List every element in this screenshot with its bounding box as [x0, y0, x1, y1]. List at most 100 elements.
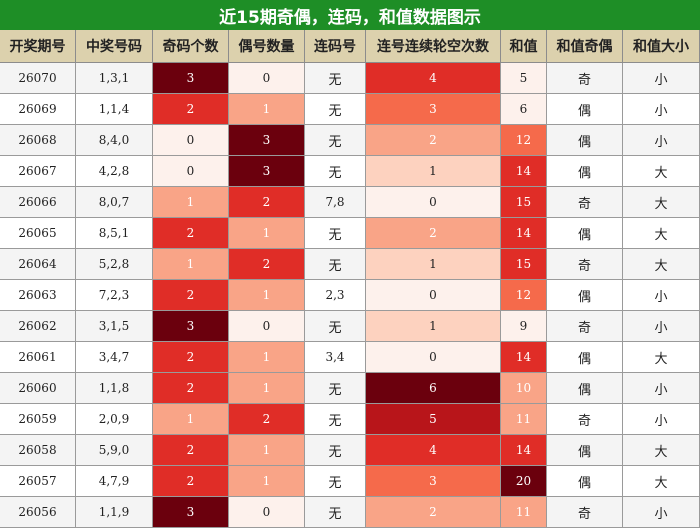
column-header-sum: 和值 — [501, 30, 547, 63]
cell-even-count: 1 — [229, 342, 305, 373]
cell-gap-count: 1 — [366, 156, 501, 187]
cell-even-count: 2 — [229, 187, 305, 218]
cell-numbers: 5,2,8 — [76, 249, 153, 280]
cell-sum: 9 — [501, 311, 547, 342]
cell-gap-count: 0 — [366, 187, 501, 218]
cell-numbers: 8,5,1 — [76, 218, 153, 249]
cell-odd-count: 3 — [153, 497, 229, 528]
cell-sum-parity: 偶 — [547, 342, 623, 373]
cell-sum-parity: 偶 — [547, 218, 623, 249]
column-header-numbers: 中奖号码 — [76, 30, 153, 63]
cell-sum: 14 — [501, 218, 547, 249]
cell-gap-count: 3 — [366, 466, 501, 497]
cell-sum-size: 大 — [623, 466, 700, 497]
cell-consecutive: 无 — [305, 63, 366, 94]
cell-period: 26059 — [0, 404, 76, 435]
cell-sum: 14 — [501, 342, 547, 373]
cell-sum: 20 — [501, 466, 547, 497]
cell-consecutive: 无 — [305, 497, 366, 528]
cell-sum: 11 — [501, 404, 547, 435]
cell-period: 26058 — [0, 435, 76, 466]
cell-sum: 12 — [501, 280, 547, 311]
cell-consecutive: 2,3 — [305, 280, 366, 311]
cell-even-count: 1 — [229, 94, 305, 125]
cell-period: 26068 — [0, 125, 76, 156]
cell-even-count: 3 — [229, 125, 305, 156]
cell-gap-count: 4 — [366, 435, 501, 466]
cell-sum-size: 大 — [623, 187, 700, 218]
cell-consecutive: 无 — [305, 156, 366, 187]
column-header-gap-count: 连号连续轮空次数 — [366, 30, 501, 63]
cell-odd-count: 2 — [153, 373, 229, 404]
column-header-period: 开奖期号 — [0, 30, 76, 63]
cell-sum-parity: 偶 — [547, 373, 623, 404]
cell-sum-size: 小 — [623, 125, 700, 156]
cell-gap-count: 2 — [366, 125, 501, 156]
cell-numbers: 1,3,1 — [76, 63, 153, 94]
cell-even-count: 1 — [229, 435, 305, 466]
cell-numbers: 3,1,5 — [76, 311, 153, 342]
cell-sum-parity: 奇 — [547, 187, 623, 218]
cell-odd-count: 1 — [153, 404, 229, 435]
cell-odd-count: 1 — [153, 187, 229, 218]
cell-consecutive: 无 — [305, 125, 366, 156]
cell-odd-count: 1 — [153, 249, 229, 280]
cell-period: 26067 — [0, 156, 76, 187]
cell-odd-count: 3 — [153, 63, 229, 94]
cell-even-count: 0 — [229, 497, 305, 528]
cell-numbers: 1,1,8 — [76, 373, 153, 404]
column-header-consecutive: 连码号 — [305, 30, 366, 63]
cell-period: 26069 — [0, 94, 76, 125]
cell-sum-size: 大 — [623, 342, 700, 373]
cell-sum-size: 小 — [623, 311, 700, 342]
cell-even-count: 2 — [229, 249, 305, 280]
cell-odd-count: 3 — [153, 311, 229, 342]
cell-gap-count: 2 — [366, 218, 501, 249]
cell-consecutive: 无 — [305, 373, 366, 404]
cell-numbers: 1,1,4 — [76, 94, 153, 125]
cell-odd-count: 2 — [153, 94, 229, 125]
cell-numbers: 8,4,0 — [76, 125, 153, 156]
cell-even-count: 1 — [229, 218, 305, 249]
cell-consecutive: 7,8 — [305, 187, 366, 218]
cell-sum: 5 — [501, 63, 547, 94]
cell-sum-parity: 奇 — [547, 63, 623, 94]
cell-consecutive: 无 — [305, 435, 366, 466]
cell-numbers: 4,7,9 — [76, 466, 153, 497]
cell-period: 26063 — [0, 280, 76, 311]
cell-consecutive: 无 — [305, 404, 366, 435]
cell-period: 26056 — [0, 497, 76, 528]
cell-period: 26060 — [0, 373, 76, 404]
page-title: 近15期奇偶，连码，和值数据图示 — [0, 0, 700, 30]
cell-even-count: 1 — [229, 280, 305, 311]
cell-even-count: 2 — [229, 404, 305, 435]
cell-sum-size: 小 — [623, 373, 700, 404]
cell-odd-count: 2 — [153, 342, 229, 373]
cell-odd-count: 0 — [153, 156, 229, 187]
cell-numbers: 8,0,7 — [76, 187, 153, 218]
cell-even-count: 3 — [229, 156, 305, 187]
cell-sum-size: 大 — [623, 156, 700, 187]
cell-sum: 15 — [501, 249, 547, 280]
cell-sum-parity: 偶 — [547, 125, 623, 156]
cell-consecutive: 无 — [305, 249, 366, 280]
cell-period: 26070 — [0, 63, 76, 94]
cell-gap-count: 1 — [366, 249, 501, 280]
cell-gap-count: 5 — [366, 404, 501, 435]
cell-sum: 11 — [501, 497, 547, 528]
cell-odd-count: 2 — [153, 435, 229, 466]
column-header-sum-size: 和值大小 — [623, 30, 700, 63]
cell-sum-size: 大 — [623, 435, 700, 466]
cell-sum-size: 小 — [623, 63, 700, 94]
cell-sum: 10 — [501, 373, 547, 404]
cell-odd-count: 0 — [153, 125, 229, 156]
cell-period: 26061 — [0, 342, 76, 373]
column-header-even-count: 偶号数量 — [229, 30, 305, 63]
cell-numbers: 7,2,3 — [76, 280, 153, 311]
cell-sum-size: 大 — [623, 249, 700, 280]
cell-gap-count: 4 — [366, 63, 501, 94]
cell-period: 26057 — [0, 466, 76, 497]
cell-numbers: 1,1,9 — [76, 497, 153, 528]
cell-even-count: 1 — [229, 373, 305, 404]
